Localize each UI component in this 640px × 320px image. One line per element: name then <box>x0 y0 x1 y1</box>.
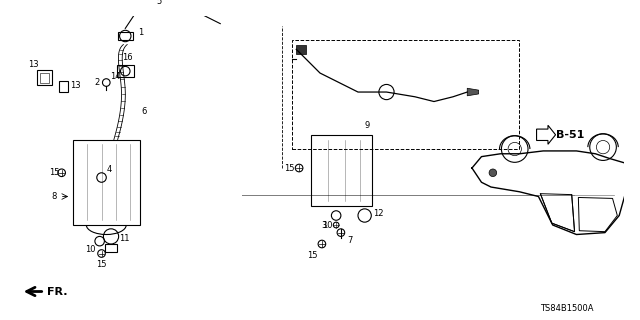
Text: 1: 1 <box>138 28 143 37</box>
Text: 16: 16 <box>122 53 132 62</box>
Polygon shape <box>467 88 479 96</box>
Text: 5: 5 <box>156 0 161 6</box>
Text: 8: 8 <box>51 192 57 201</box>
Text: TS84B1500A: TS84B1500A <box>540 304 594 313</box>
Polygon shape <box>296 44 306 54</box>
Text: FR.: FR. <box>47 286 67 297</box>
Bar <box>118 32 133 40</box>
Text: 11: 11 <box>119 234 129 243</box>
Text: 15: 15 <box>284 164 295 172</box>
Text: 12: 12 <box>372 209 383 218</box>
Text: 3: 3 <box>321 220 326 229</box>
Text: 6: 6 <box>141 107 147 116</box>
Text: 10: 10 <box>85 245 95 254</box>
Text: 2: 2 <box>94 78 99 87</box>
Circle shape <box>489 169 497 177</box>
Text: 10: 10 <box>323 220 333 229</box>
Bar <box>37 70 52 85</box>
Text: B-51: B-51 <box>556 130 584 140</box>
Text: 15: 15 <box>49 168 60 177</box>
Bar <box>40 73 49 83</box>
Bar <box>59 81 68 92</box>
Text: 9: 9 <box>365 121 370 130</box>
Text: 15: 15 <box>307 251 317 260</box>
Text: 7: 7 <box>348 236 353 245</box>
Text: 13: 13 <box>28 60 38 69</box>
Bar <box>116 66 134 77</box>
Text: 14: 14 <box>111 72 121 81</box>
Text: 15: 15 <box>96 260 107 269</box>
Text: 13: 13 <box>70 81 80 90</box>
Text: 4: 4 <box>106 165 112 174</box>
